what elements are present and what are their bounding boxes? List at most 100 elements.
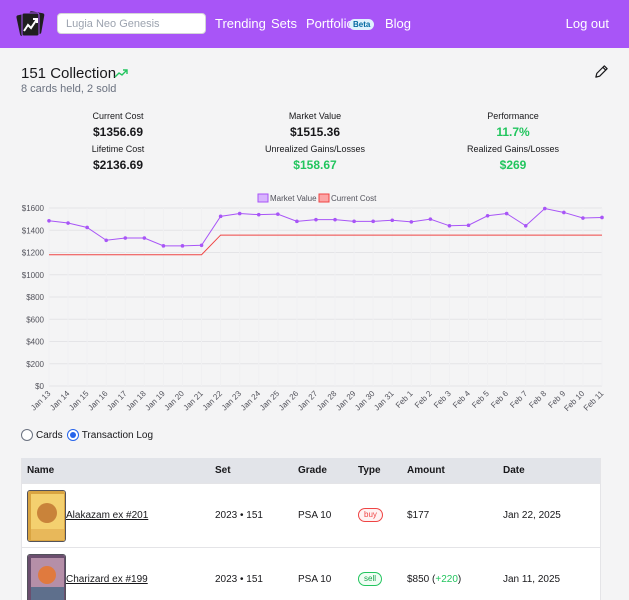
data-point [295,219,299,224]
col-header-name: Name [27,465,55,476]
stat-label: Lifetime Cost [91,144,145,154]
x-tick-label: Jan 28 [315,389,339,413]
data-point [199,243,204,248]
y-tick-label: $1400 [22,226,45,235]
card-name-link[interactable]: Alakazam ex #201 [66,510,149,521]
x-tick-label: Jan 14 [48,389,72,413]
x-tick-label: Jan 19 [143,389,167,413]
y-tick-label: $800 [26,293,44,302]
cell-date: Jan 11, 2025 [503,574,561,585]
table-row[interactable]: Alakazam ex #201 2023 • 151 PSA 10 buy $… [22,483,600,547]
radio-cards[interactable] [21,429,33,441]
nav-link-portfolio[interactable]: Portfolio [306,16,354,31]
data-point [485,213,490,218]
x-tick-label: Jan 13 [29,389,53,413]
cards-logo-icon[interactable] [15,8,47,40]
series-line [49,234,602,256]
x-tick-label: Feb 7 [508,389,529,410]
col-header-date: Date [503,465,525,476]
search-input[interactable] [57,13,206,34]
y-tick-label: $1600 [22,204,45,213]
data-point [256,212,261,217]
x-tick-label: Jan 17 [105,389,129,413]
x-tick-label: Jan 18 [124,389,148,413]
stat-performance: Performance 11.7% [433,111,593,139]
trending-up-icon [114,69,128,78]
y-tick-label: $0 [35,382,44,391]
x-tick-label: Jan 30 [353,389,377,413]
legend-label: Market Value [270,194,317,203]
data-point [504,211,509,216]
data-point [581,216,585,220]
x-tick-label: Jan 23 [220,389,244,413]
x-tick-label: Jan 26 [277,389,301,413]
data-point [352,219,356,224]
x-tick-label: Jan 24 [239,389,263,413]
x-tick-label: Jan 31 [372,389,396,413]
stat-label: Unrealized Gains/Losses [264,144,366,154]
radio-transaction-log-label[interactable]: Transaction Log [81,429,154,441]
x-tick-label: Feb 11 [582,389,606,413]
radio-transaction-log[interactable] [66,429,79,441]
data-point [371,219,375,224]
data-point [466,223,471,228]
data-point [161,244,166,248]
col-header-amount: Amount [407,465,445,476]
stat-current-cost: Current Cost $1356.69 [38,111,198,139]
radio-cards-label[interactable]: Cards [36,429,63,441]
x-tick-label: Jan 29 [334,389,358,413]
stat-value: $1356.69 [92,125,144,139]
nav-link-trending[interactable]: Trending [215,16,266,31]
data-point [523,224,528,228]
data-point [600,215,604,220]
data-point [562,210,566,215]
y-tick-label: $1200 [22,249,45,258]
data-point [47,218,51,223]
data-point [409,220,414,224]
col-header-grade: Grade [298,465,327,476]
portfolio-value-chart: $0 $200 $400 $600 $800 $1000 $1200 $1400 $1600 Ja… [22,193,606,413]
pencil-edit-icon[interactable] [594,64,609,79]
cell-amount: $850 (+220) [407,574,462,585]
stat-label: Realized Gains/Losses [466,144,560,154]
cell-set: 2023 • 151 [215,510,263,521]
cell-grade: PSA 10 [298,574,332,585]
legend-label: Current Cost [331,194,377,203]
x-tick-label: Feb 3 [432,389,453,410]
x-tick-label: Feb 10 [562,389,586,413]
data-point [123,236,128,240]
x-tick-label: Jan 15 [67,389,91,413]
logout-link[interactable]: Log out [565,16,609,31]
x-tick-label: Jan 27 [296,389,320,413]
x-tick-label: Jan 22 [201,389,225,413]
x-tick-label: Feb 2 [413,389,434,410]
cell-date: Jan 22, 2025 [503,510,561,521]
data-point [66,221,70,225]
data-point [314,217,318,222]
stat-realized-gains: Realized Gains/Losses $269 [433,144,593,172]
card-name-link[interactable]: Charizard ex #199 [66,574,148,585]
stat-value: $1515.36 [289,125,341,139]
stat-value: $2136.69 [92,158,144,172]
stat-value: 11.7% [496,125,530,139]
stat-value: $158.67 [293,158,337,172]
card-thumbnail[interactable] [27,554,66,600]
x-tick-label: Feb 6 [489,389,510,410]
stat-unrealized-gains: Unrealized Gains/Losses $158.67 [235,144,395,172]
stat-lifetime-cost: Lifetime Cost $2136.69 [38,144,198,172]
table-row[interactable]: Charizard ex #199 2023 • 151 PSA 10 sell… [22,547,600,600]
nav-link-blog[interactable]: Blog [385,16,412,31]
col-header-type: Type [358,465,381,476]
type-badge-buy: buy [358,508,383,522]
data-point [142,236,147,240]
data-point [542,206,547,211]
top-nav: Trending Sets Portfolio Beta Blog Log ou… [0,0,629,48]
table-header: Name Set Grade Type Amount Date [22,458,600,483]
data-point [428,217,433,221]
page-title: 151 Collection [21,65,117,82]
data-point [85,225,89,230]
card-thumbnail[interactable] [27,490,66,542]
data-point [104,238,109,243]
view-toggle: Cards Transaction Log [21,429,157,441]
nav-link-sets[interactable]: Sets [271,16,298,31]
